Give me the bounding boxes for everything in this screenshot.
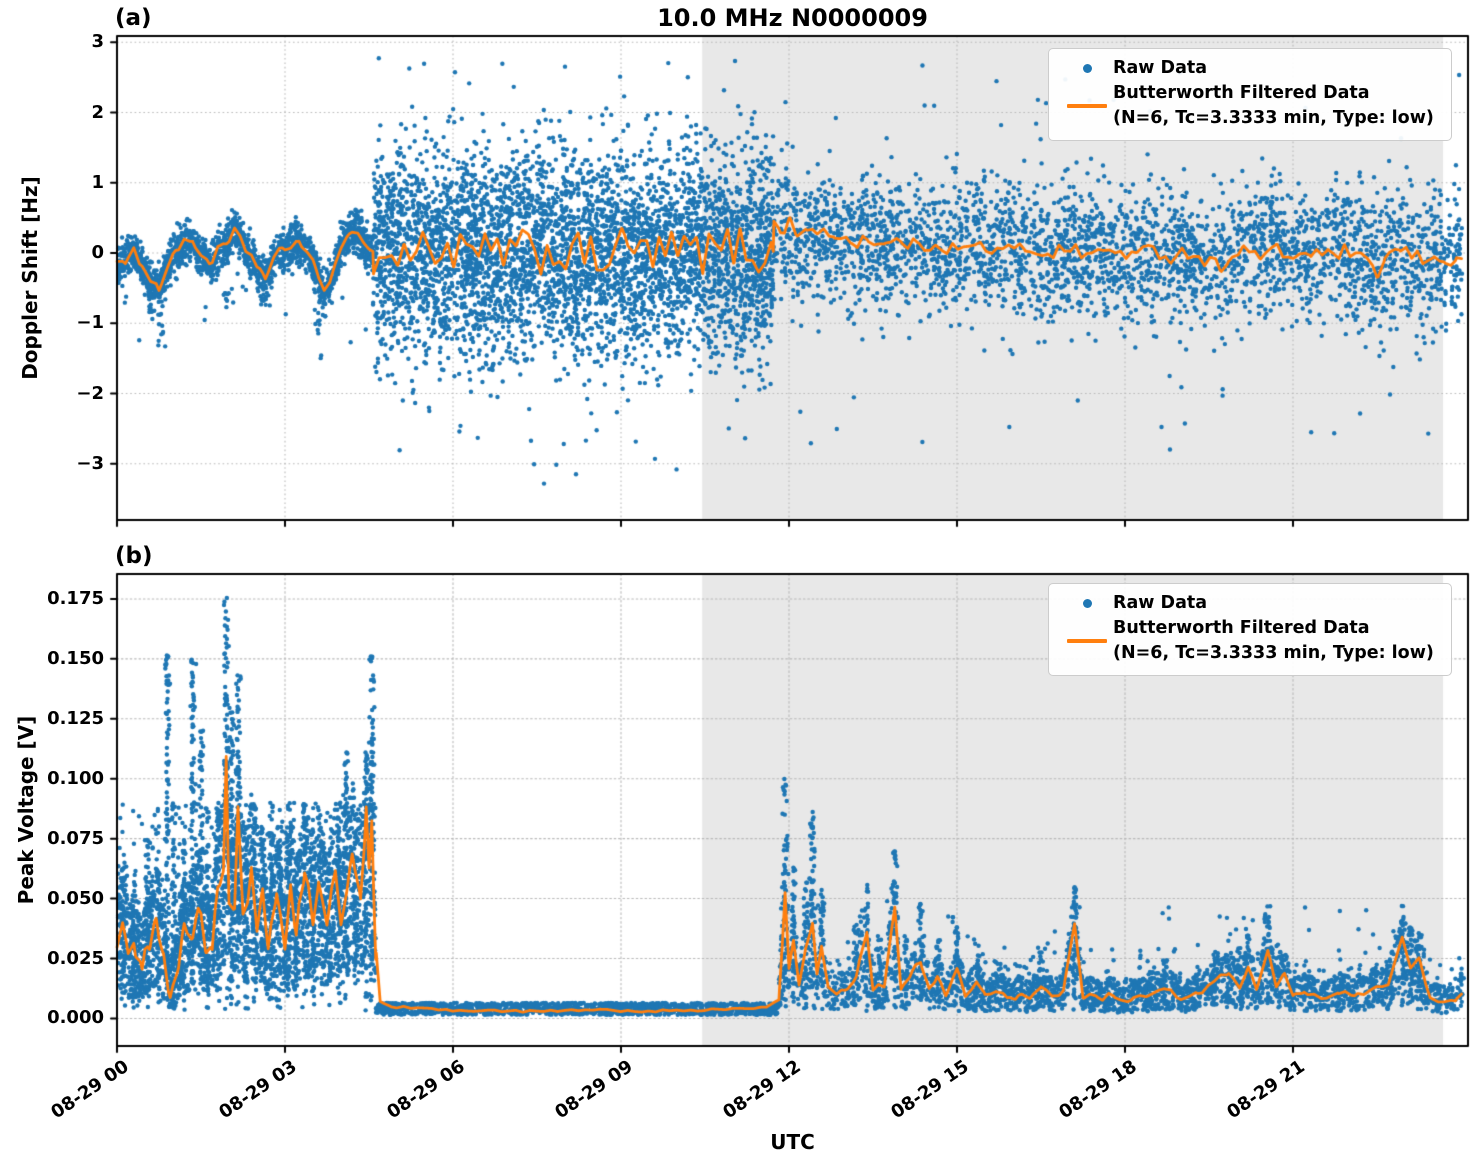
y-tick-label: 0.100 (47, 767, 104, 789)
y-tick-label: 0 (91, 242, 104, 264)
y-tick-label: −3 (76, 452, 104, 474)
legend-raw-row: Raw Data (1061, 56, 1441, 81)
y-tick-label: 0.000 (47, 1007, 104, 1029)
panel-b-label: (b) (115, 543, 153, 569)
raw-data-dot-icon (1061, 56, 1113, 81)
y-tick-label: 0.175 (47, 587, 104, 609)
legend-filtered-label: Butterworth Filtered Data (N=6, Tc=3.333… (1113, 618, 1434, 663)
legend-filtered-row: Butterworth Filtered Data (N=6, Tc=3.333… (1061, 81, 1441, 131)
legend-filtered-row: Butterworth Filtered Data (N=6, Tc=3.333… (1061, 616, 1441, 666)
legend-raw-label: Raw Data (1113, 593, 1208, 613)
y-tick-label: 3 (91, 31, 104, 53)
legend-raw-label: Raw Data (1113, 58, 1208, 78)
figure-title: 10.0 MHz N0000009 (657, 4, 928, 32)
y-tick-label: 0.025 (47, 947, 104, 969)
legend-filtered-label: Butterworth Filtered Data (N=6, Tc=3.333… (1113, 83, 1434, 128)
legend-panel-a: Raw Data Butterworth Filtered Data (N=6,… (1048, 48, 1452, 141)
y-tick-label: 0.075 (47, 827, 104, 849)
y-tick-label: −2 (76, 382, 104, 404)
y-tick-label: 1 (91, 171, 104, 193)
x-axis-label: UTC (770, 1130, 815, 1154)
legend-raw-row: Raw Data (1061, 591, 1441, 616)
y-tick-label: 0.125 (47, 707, 104, 729)
filtered-line-icon (1061, 81, 1113, 131)
panel-a-label: (a) (115, 5, 152, 31)
y-tick-label: 0.050 (47, 887, 104, 909)
y-tick-label: −1 (76, 312, 104, 334)
y-tick-label: 2 (91, 101, 104, 123)
raw-data-dot-icon (1061, 591, 1113, 616)
filtered-line-icon (1061, 616, 1113, 666)
legend-panel-b: Raw Data Butterworth Filtered Data (N=6,… (1048, 583, 1452, 676)
y-tick-label: 0.150 (47, 647, 104, 669)
